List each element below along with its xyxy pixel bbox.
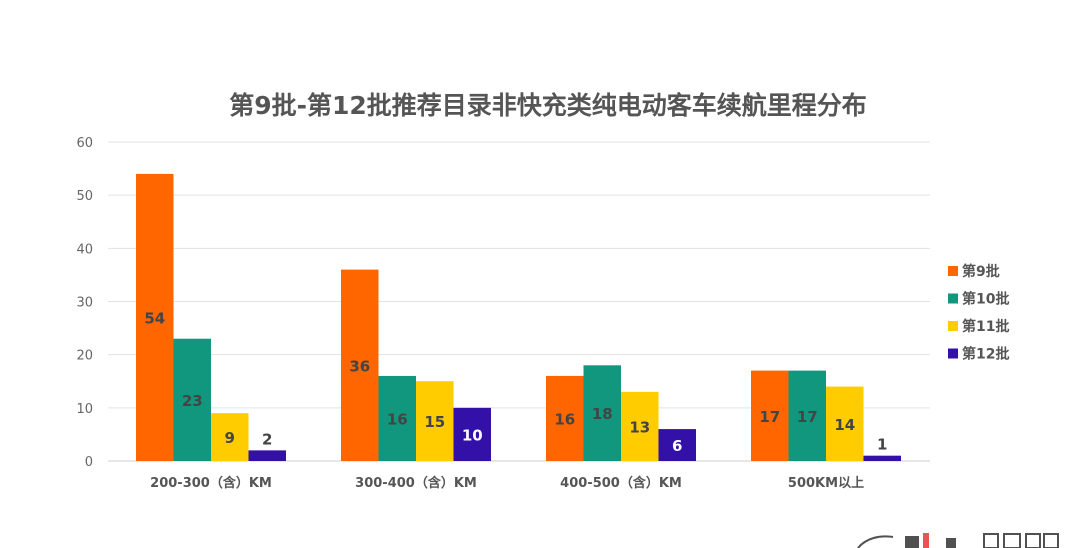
x-tick-label: 300-400（含）KM xyxy=(355,475,477,491)
legend-swatch xyxy=(948,321,958,331)
data-label: 2 xyxy=(262,430,272,448)
data-label: 36 xyxy=(349,357,370,375)
bar xyxy=(546,375,584,461)
bar xyxy=(136,173,174,461)
bar xyxy=(826,386,864,461)
y-tick-label: 0 xyxy=(85,455,93,470)
data-label: 16 xyxy=(387,410,408,428)
legend-label: 第9批 xyxy=(962,263,1000,280)
y-axis: 0 10 20 30 40 50 60 xyxy=(76,136,93,470)
bar xyxy=(658,429,696,461)
data-label: 15 xyxy=(424,413,445,431)
data-label: 54 xyxy=(144,309,165,327)
bar xyxy=(341,269,379,461)
bar xyxy=(173,338,211,461)
chart-title: 第9批-第12批推荐目录非快充类纯电动客车续航里程分布 xyxy=(229,91,867,120)
bar xyxy=(751,370,789,461)
x-tick-label: 400-500（含）KM xyxy=(560,475,682,491)
data-label: 10 xyxy=(462,426,483,444)
bar xyxy=(378,375,416,461)
bar xyxy=(416,381,454,461)
y-tick-label: 50 xyxy=(76,189,93,204)
data-label: 18 xyxy=(592,405,613,423)
legend-label: 第11批 xyxy=(962,318,1009,335)
y-tick-label: 30 xyxy=(76,296,93,311)
data-label: 1 xyxy=(877,436,887,454)
bar xyxy=(211,413,249,461)
bar xyxy=(583,365,621,461)
data-label: 6 xyxy=(672,437,682,455)
data-label: 16 xyxy=(554,410,575,428)
data-labels: 54 36 16 17 23 16 18 17 9 15 13 14 2 10 6 1 xyxy=(144,309,887,455)
watermark-logo xyxy=(857,533,1059,548)
data-label: 17 xyxy=(759,408,780,426)
y-tick-label: 10 xyxy=(76,402,93,417)
data-label: 9 xyxy=(225,429,235,447)
legend-label: 第12批 xyxy=(962,346,1009,363)
data-label: 13 xyxy=(629,418,650,436)
y-tick-label: 60 xyxy=(76,136,93,151)
y-tick-label: 40 xyxy=(76,242,93,257)
data-label: 17 xyxy=(797,408,818,426)
legend-swatch xyxy=(948,348,958,359)
bar xyxy=(453,407,491,461)
data-label: 23 xyxy=(182,392,203,410)
bar xyxy=(788,370,826,461)
legend-swatch xyxy=(948,266,958,276)
y-tick-label: 20 xyxy=(76,349,93,364)
x-axis: 200-300（含）KM 300-400（含）KM 400-500（含）KM 500K… xyxy=(150,475,864,491)
x-tick-label: 500KM以上 xyxy=(788,476,864,491)
x-tick-label: 200-300（含）KM xyxy=(150,475,272,491)
legend-label: 第10批 xyxy=(962,291,1009,308)
data-label: 14 xyxy=(834,416,855,434)
bars-layer xyxy=(136,173,901,461)
bar xyxy=(621,391,659,461)
bar xyxy=(248,450,286,461)
bar xyxy=(863,455,901,461)
legend-swatch xyxy=(948,293,958,304)
